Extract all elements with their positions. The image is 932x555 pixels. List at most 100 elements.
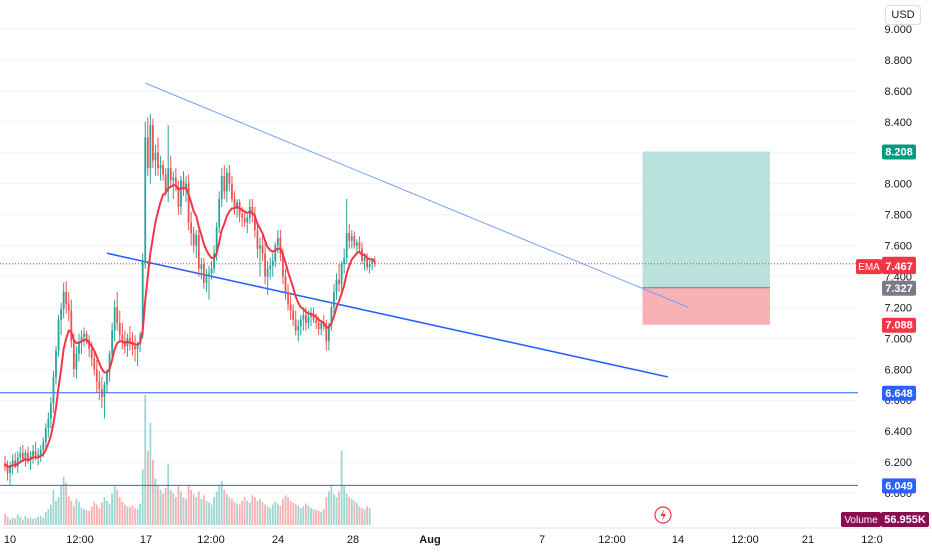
time-axis[interactable]: 10 12:00 17 12:00 24 28 Aug 7 12:00 14 12:00 21 12:0 xyxy=(0,527,932,550)
volume-bar-89 xyxy=(231,499,233,525)
horizontal-lines[interactable] xyxy=(0,392,858,486)
volume-bar-135 xyxy=(348,497,351,525)
volume-bar-69 xyxy=(180,491,182,525)
candle-body-4 xyxy=(14,460,17,467)
candle-body-111 xyxy=(287,291,289,305)
candle-37 xyxy=(98,370,101,401)
candle-body-30 xyxy=(80,336,83,342)
currency-button[interactable]: USD xyxy=(885,5,921,25)
candle-body-26 xyxy=(70,310,73,342)
volume-bar-38 xyxy=(101,502,103,525)
volume-bar-51 xyxy=(134,508,136,525)
candle-body-36 xyxy=(95,369,98,382)
candle-body-49 xyxy=(129,338,131,343)
candle-body-66 xyxy=(172,177,175,181)
time-axis-bg xyxy=(0,528,932,550)
candle-36 xyxy=(95,359,98,393)
volume-bar-128 xyxy=(330,486,333,525)
volume-bar-9 xyxy=(27,518,29,525)
candle-7 xyxy=(21,445,24,463)
candle-body-22 xyxy=(60,308,62,320)
trendlines[interactable] xyxy=(106,82,689,378)
candle-body-25 xyxy=(67,304,70,311)
volume-bar-77 xyxy=(200,499,203,525)
candle-body-72 xyxy=(187,183,190,223)
candle-body-52 xyxy=(136,344,139,350)
volume-bar-88 xyxy=(228,497,231,525)
position-zones[interactable] xyxy=(642,151,771,325)
candle-1 xyxy=(6,460,9,481)
volume-bar-4 xyxy=(14,518,17,525)
candle-6 xyxy=(19,446,22,464)
candle-body-61 xyxy=(159,165,162,169)
candle-51 xyxy=(134,335,136,362)
price-tick-14: 6.200 xyxy=(884,457,912,469)
candle-102 xyxy=(264,242,266,285)
volume-bar-140 xyxy=(361,508,363,525)
trendline-1 xyxy=(106,252,669,378)
candle-5 xyxy=(16,451,19,473)
candle-body-45 xyxy=(118,322,121,336)
price-tick-5: 8.000 xyxy=(884,179,912,191)
flash-icon-bolt xyxy=(660,509,666,521)
candle-body-121 xyxy=(312,313,315,320)
hline-upper-badge-bg xyxy=(882,385,916,401)
volume-bar-56 xyxy=(146,450,149,525)
volume-bar-100 xyxy=(259,499,261,525)
volume-bar-24 xyxy=(65,482,68,525)
volume-bar-96 xyxy=(248,502,251,525)
volume-bar-139 xyxy=(358,506,361,525)
candle-body-133 xyxy=(343,257,346,265)
candle-77 xyxy=(200,257,203,280)
candle-126 xyxy=(325,319,328,351)
volume-bar-126 xyxy=(325,497,328,525)
volume-bar-105 xyxy=(271,504,274,525)
volume-bar-107 xyxy=(276,503,279,525)
volume-bar-1 xyxy=(6,516,9,525)
time-tick-0: 10 xyxy=(4,534,16,546)
volume-bar-47 xyxy=(123,504,126,525)
candle-body-17 xyxy=(47,418,50,429)
volume-bars xyxy=(4,395,371,525)
volume-bar-58 xyxy=(152,460,154,525)
candle-body-63 xyxy=(164,174,167,192)
price-tick-10: 7.000 xyxy=(884,333,912,345)
volume-label: Volume xyxy=(844,515,878,526)
candle-28 xyxy=(75,346,78,379)
candle-67 xyxy=(174,168,177,192)
candle-body-54 xyxy=(141,260,144,336)
volume-bar-7 xyxy=(21,519,24,525)
volume-bar-44 xyxy=(116,489,119,525)
volume-bar-30 xyxy=(80,507,83,525)
volume-bar-57 xyxy=(149,422,152,525)
candle-106 xyxy=(274,242,277,268)
volume-bar-67 xyxy=(174,497,177,525)
candle-body-35 xyxy=(93,358,96,370)
candle-body-18 xyxy=(50,403,52,419)
ema-badge: EMA 7.467 xyxy=(856,259,916,275)
price-tick-0: 9.000 xyxy=(884,24,912,36)
price-tick-1: 8.800 xyxy=(884,55,912,67)
flash-icon[interactable] xyxy=(654,506,672,524)
stop-badge: 7.088 xyxy=(882,317,916,333)
candle-body-123 xyxy=(317,322,320,330)
candle-97 xyxy=(251,199,254,223)
candle-body-119 xyxy=(307,316,310,323)
candle-body-97 xyxy=(251,206,254,215)
price-tick-11: 6.800 xyxy=(884,364,912,376)
volume-bar-62 xyxy=(162,493,164,525)
volume-bar-49 xyxy=(129,507,131,525)
candle-88 xyxy=(228,165,231,192)
volume-bar-102 xyxy=(264,504,266,525)
candle-body-75 xyxy=(195,234,198,246)
ema-value-bg xyxy=(882,259,916,275)
candle-61 xyxy=(159,155,162,181)
candle-body-99 xyxy=(256,230,259,249)
volume-bar-85 xyxy=(220,481,223,525)
time-tick-7: 7 xyxy=(539,534,545,546)
price-axis[interactable]: 9.0008.8008.6008.4008.2008.0007.8007.600… xyxy=(858,0,932,550)
candle-body-13 xyxy=(37,454,40,456)
